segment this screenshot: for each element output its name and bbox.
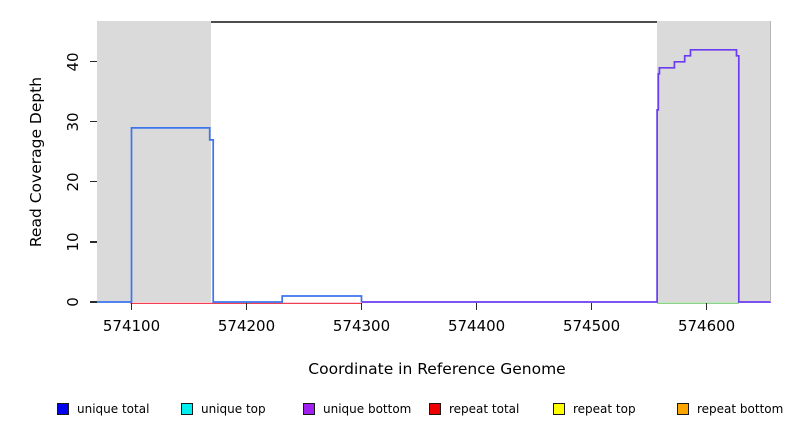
legend-swatch-icon	[677, 403, 689, 415]
legend-swatch-icon	[553, 403, 565, 415]
x-tick-label: 574400	[447, 317, 506, 335]
x-tick-mark	[476, 303, 478, 310]
x-tick-label: 574300	[332, 317, 391, 335]
x-tick-mark	[706, 303, 708, 310]
x-tick-mark	[245, 303, 248, 310]
y-tick-mark	[90, 301, 97, 303]
y-tick-label: 40	[64, 52, 82, 72]
x-axis-title: Coordinate in Reference Genome	[308, 360, 566, 378]
legend-label: repeat top	[573, 402, 636, 416]
x-tick-mark	[591, 303, 593, 310]
legend-swatch-icon	[429, 403, 441, 415]
legend-item-unique-top: unique top	[181, 401, 266, 417]
y-tick-label: 30	[64, 112, 82, 132]
y-tick-mark	[90, 61, 97, 63]
x-tick-mark	[130, 303, 133, 310]
legend-label: unique bottom	[323, 402, 412, 416]
plot-svg	[97, 48, 771, 305]
legend-item-repeat-total: repeat total	[429, 401, 519, 417]
y-tick-label: 10	[64, 232, 82, 252]
y-tick-label: 20	[64, 172, 82, 192]
x-tick-label: 574200	[217, 317, 276, 335]
legend-label: repeat total	[449, 402, 520, 416]
plot-area	[97, 21, 771, 305]
plot-box-top-border	[210, 21, 658, 23]
legend-label: unique top	[201, 402, 266, 416]
plot-box-right-border	[769, 21, 771, 302]
legend-item-repeat-bottom: repeat bottom	[677, 401, 783, 417]
series-unique-bottom-coverage-right-block	[361, 48, 771, 303]
x-tick-label: 574500	[562, 317, 621, 335]
series-unique-coverage-left-block	[97, 127, 363, 303]
legend-item-unique-total: unique total	[57, 401, 149, 417]
y-tick-label: 0	[64, 297, 82, 307]
y-tick-mark	[90, 121, 97, 123]
legend-label: unique total	[77, 402, 150, 416]
x-tick-mark	[360, 303, 363, 310]
legend-label: repeat bottom	[697, 402, 784, 416]
x-tick-label: 574600	[677, 317, 736, 335]
y-tick-mark	[90, 181, 97, 183]
repeat-region-shade-left	[97, 21, 211, 302]
legend-swatch-icon	[303, 403, 315, 415]
y-tick-mark	[90, 241, 97, 243]
repeat-region-shade-right	[657, 21, 771, 302]
legend-swatch-icon	[57, 403, 69, 415]
legend-item-unique-bottom: unique bottom	[303, 401, 411, 417]
y-axis-title: Read Coverage Depth	[27, 76, 45, 248]
x-tick-label: 574100	[102, 317, 161, 335]
legend-item-repeat-top: repeat top	[553, 401, 636, 417]
legend: unique total unique top unique bottom repea…	[0, 401, 792, 419]
legend-swatch-icon	[181, 403, 193, 415]
